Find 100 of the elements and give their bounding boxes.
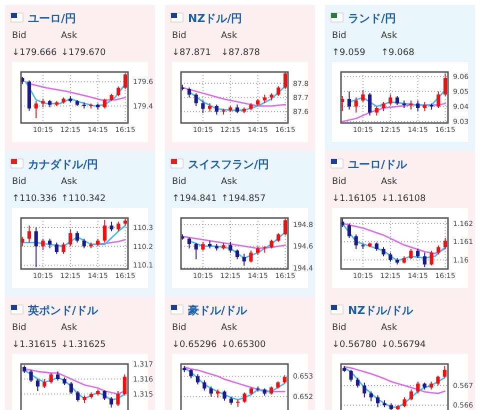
candlestick <box>347 91 352 110</box>
text: ↓179.666 <box>12 48 58 58</box>
candlestick <box>388 252 392 262</box>
candlestick <box>242 392 246 404</box>
candlestick <box>102 98 106 109</box>
candlestick <box>69 382 73 394</box>
text: ↓87.871 <box>172 48 212 58</box>
candlestick <box>416 100 420 112</box>
text: ↑9.068 <box>381 48 415 58</box>
candlestick <box>354 97 358 113</box>
line-series <box>344 366 446 394</box>
chart-title: 豪ドル/ドル <box>187 304 248 317</box>
candlestick <box>110 221 114 232</box>
candlestick <box>361 90 365 102</box>
candlestick <box>242 253 246 266</box>
candlestick <box>222 390 226 402</box>
candlestick <box>49 372 53 384</box>
line-series <box>25 82 126 101</box>
text: Ask <box>221 323 238 333</box>
candlestick <box>27 225 32 244</box>
candlestick <box>376 394 380 408</box>
chart-title: ランド/円 <box>348 12 396 25</box>
text: ↓0.56780 <box>332 340 378 350</box>
text: Bid <box>172 177 186 187</box>
candlestick <box>354 234 358 250</box>
candlestick <box>187 237 192 249</box>
line-series <box>25 81 126 107</box>
candlestick <box>36 378 40 392</box>
text: Bid <box>332 177 346 187</box>
text: ↓1.31625 <box>61 340 106 350</box>
candlestick <box>388 94 392 106</box>
candlestick <box>75 230 80 244</box>
candlestick <box>116 221 120 232</box>
text: Ask <box>381 177 398 187</box>
candlestick <box>362 382 366 398</box>
text: Bid <box>12 31 26 41</box>
text: Ask <box>381 31 398 41</box>
text: Bid <box>12 323 26 333</box>
text: Bid <box>172 31 186 41</box>
candlestick <box>443 238 448 250</box>
candlestick <box>82 238 86 249</box>
candlestick <box>422 252 426 268</box>
text: ↓0.65296 <box>172 340 218 350</box>
text: Bid <box>332 323 346 333</box>
candlestick <box>436 91 440 108</box>
text: ↓179.670 <box>61 48 106 58</box>
candlestick <box>209 386 213 398</box>
candlestick <box>48 238 52 249</box>
candlestick <box>29 370 33 382</box>
candlestick <box>122 374 126 396</box>
candlestick <box>187 87 192 98</box>
chart-title: NZドル/円 <box>188 12 242 25</box>
text: Ask <box>61 31 78 41</box>
candlestick <box>41 238 45 251</box>
candlestick <box>201 100 205 114</box>
candlestick <box>109 396 114 408</box>
chart-title: ユーロ/ドル <box>348 158 408 171</box>
text: ↓87.878 <box>221 48 260 58</box>
text: Ask <box>381 323 398 333</box>
text: ↓1.16108 <box>381 194 426 204</box>
candlestick <box>34 226 38 268</box>
candlestick <box>228 241 232 254</box>
text: ↑9.059 <box>332 48 366 58</box>
candlestick <box>409 248 413 260</box>
candlestick <box>349 369 353 382</box>
line-series <box>342 222 446 254</box>
text: Ask <box>61 177 78 187</box>
candlestick <box>402 396 406 408</box>
text: Ask <box>221 177 238 187</box>
text: ↓0.65300 <box>221 340 266 350</box>
candlestick <box>382 246 386 257</box>
candlestick <box>194 92 198 106</box>
chart-title: NZドル/ドル <box>348 304 414 317</box>
candlestick <box>189 368 193 379</box>
line-series <box>188 85 286 111</box>
candlestick <box>368 92 372 116</box>
chart-title: スイスフラン/円 <box>188 158 270 171</box>
text: Ask <box>61 323 78 333</box>
candlestick <box>249 250 253 263</box>
candlestick <box>416 248 420 259</box>
candlestick <box>430 250 434 266</box>
candlestick <box>436 375 440 386</box>
line-series <box>184 366 286 392</box>
line-series <box>344 367 446 408</box>
candlestick <box>214 104 218 115</box>
text: Bid <box>332 31 346 41</box>
text: ↓1.16105 <box>332 194 377 204</box>
text: Bid <box>172 323 186 333</box>
text: ↓1.31615 <box>12 340 57 350</box>
candlestick <box>34 100 38 119</box>
chart-title: 英ポンド/ドル <box>27 304 100 317</box>
line-series <box>182 86 286 107</box>
candlestick <box>416 381 420 394</box>
candlestick <box>356 377 360 388</box>
candlestick <box>436 244 440 255</box>
candlestick <box>235 248 240 260</box>
candlestick <box>276 86 280 97</box>
candlestick <box>442 365 446 378</box>
text: Bid <box>12 177 26 187</box>
text: ↓0.56794 <box>381 340 426 350</box>
